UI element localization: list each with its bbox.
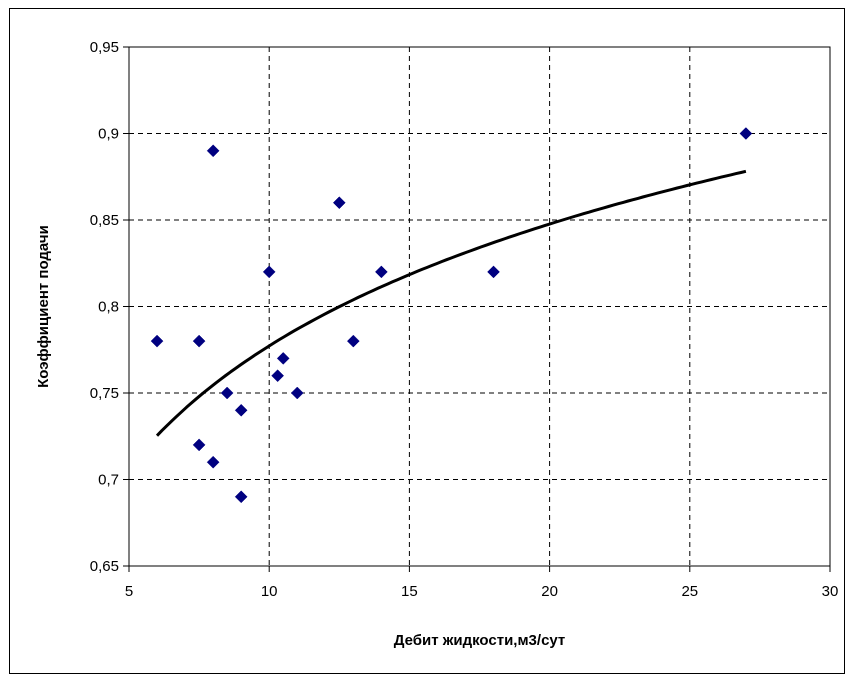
x-tick-label: 10 bbox=[261, 583, 278, 600]
data-point-14 bbox=[375, 265, 388, 279]
data-point-7 bbox=[234, 490, 248, 504]
x-axis-title: Дебит жидкости,м3/сут bbox=[394, 632, 566, 649]
x-tick-label: 30 bbox=[822, 583, 839, 600]
y-tick-label: 0,75 bbox=[90, 385, 119, 402]
y-axis-title: Коэффициент подачи bbox=[35, 225, 52, 388]
x-axis-ticks: 5 10 15 20 25 30 bbox=[125, 566, 839, 600]
x-tick-label: 25 bbox=[681, 583, 698, 600]
y-tick-label: 0,85 bbox=[90, 212, 119, 229]
trendline bbox=[155, 169, 747, 437]
data-point-16 bbox=[739, 127, 753, 140]
data-points bbox=[150, 127, 753, 504]
data-point-13 bbox=[346, 334, 360, 348]
data-point-4 bbox=[206, 455, 220, 469]
x-tick-label: 15 bbox=[401, 583, 418, 600]
chart-area: 5 10 15 20 25 30 0,65 0,7 0,75 0,8 0,85 0,9 0,95 Де… bbox=[9, 8, 845, 674]
data-point-1 bbox=[192, 334, 206, 348]
grid-lines bbox=[129, 47, 830, 566]
data-point-11 bbox=[290, 386, 304, 400]
data-point-10 bbox=[276, 352, 290, 365]
data-point-12 bbox=[332, 196, 346, 210]
data-point-6 bbox=[234, 403, 248, 417]
scatter-chart: 5 10 15 20 25 30 0,65 0,7 0,75 0,8 0,85 0,9 0,95 Де… bbox=[35, 39, 839, 649]
y-tick-label: 0,9 bbox=[98, 126, 119, 143]
y-tick-label: 0,7 bbox=[98, 472, 119, 489]
data-point-5 bbox=[220, 386, 234, 400]
data-point-3 bbox=[206, 144, 220, 158]
y-axis-ticks: 0,65 0,7 0,75 0,8 0,85 0,9 0,95 bbox=[90, 39, 129, 575]
data-point-9 bbox=[271, 369, 284, 383]
data-point-15 bbox=[487, 265, 500, 279]
x-tick-label: 20 bbox=[541, 583, 558, 600]
data-point-0 bbox=[150, 334, 164, 348]
y-tick-label: 0,8 bbox=[98, 299, 119, 316]
data-point-2 bbox=[192, 438, 206, 452]
y-tick-label: 0,65 bbox=[90, 558, 119, 575]
y-tick-label: 0,95 bbox=[90, 39, 119, 56]
data-point-8 bbox=[262, 265, 276, 279]
x-tick-label: 5 bbox=[125, 583, 133, 600]
